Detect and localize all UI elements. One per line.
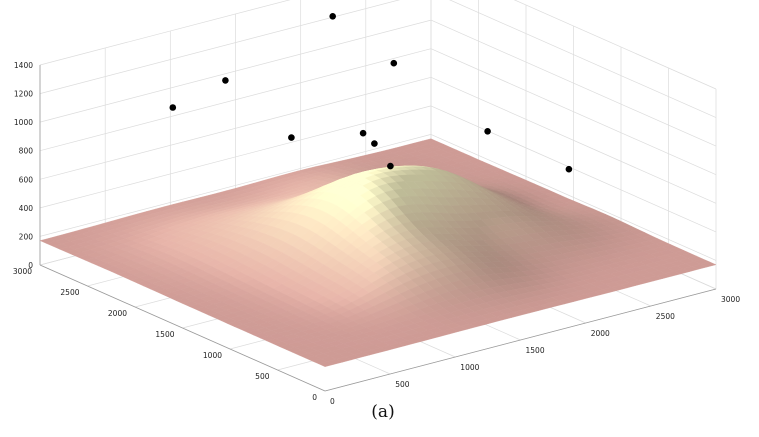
data-point xyxy=(329,12,337,20)
grid-line xyxy=(39,19,432,123)
y-tick-label: 2000 xyxy=(108,309,127,318)
y-tick-label: 1000 xyxy=(203,351,222,360)
grid-line xyxy=(430,48,717,176)
x-tick-label: 2000 xyxy=(591,329,610,338)
grid-line xyxy=(513,0,717,90)
data-point xyxy=(359,129,367,137)
y-tick-label: 1500 xyxy=(155,330,174,339)
surface-patch xyxy=(317,361,335,367)
grid-line xyxy=(449,0,717,118)
x-tick-label: 0 xyxy=(330,397,335,406)
grid-line xyxy=(39,48,432,152)
x-tick-label: 3000 xyxy=(721,295,740,304)
grid-line xyxy=(430,76,717,204)
data-points xyxy=(169,12,573,173)
z-tick-label: 400 xyxy=(19,204,34,213)
data-point xyxy=(484,128,491,135)
y-tick-label: 2500 xyxy=(60,288,79,297)
data-point xyxy=(565,165,573,173)
x-axis-line xyxy=(324,288,717,392)
z-tick-label: 800 xyxy=(19,147,34,156)
data-point xyxy=(371,140,378,147)
grid-line xyxy=(430,105,717,233)
y-tick-label: 3000 xyxy=(13,267,32,276)
grid-line xyxy=(39,134,432,237)
z-tick-label: 1000 xyxy=(14,118,33,127)
data-point xyxy=(288,134,295,141)
grid-line xyxy=(39,0,291,66)
grid-line xyxy=(39,0,401,94)
z-tick-label: 0 xyxy=(28,261,33,270)
data-point xyxy=(222,77,229,84)
tick-labels: 0 200 400 600 800 1000 1200 1400 0 500 1000 1500 200… xyxy=(13,61,740,406)
figure-caption: (a) xyxy=(371,402,395,422)
y-axis-line xyxy=(39,264,326,392)
z-tick-label: 600 xyxy=(19,175,34,184)
y-tick-label: 500 xyxy=(255,372,270,381)
grid-line xyxy=(430,19,717,147)
grid-line xyxy=(39,105,432,209)
z-tick-label: 200 xyxy=(19,232,34,241)
x-tick-label: 1500 xyxy=(526,346,545,355)
x-tick-label: 1000 xyxy=(460,363,479,372)
surface-mesh xyxy=(39,138,717,367)
z-tick-label: 1200 xyxy=(14,90,33,99)
grid-line xyxy=(430,134,717,261)
data-point xyxy=(169,104,177,111)
y-tick-label: 0 xyxy=(312,393,317,402)
grid-line xyxy=(39,76,432,180)
data-point xyxy=(387,162,394,170)
x-tick-label: 500 xyxy=(395,380,410,389)
x-tick-label: 2500 xyxy=(656,312,675,321)
z-tick-label: 1400 xyxy=(14,61,33,70)
data-point xyxy=(390,59,398,67)
